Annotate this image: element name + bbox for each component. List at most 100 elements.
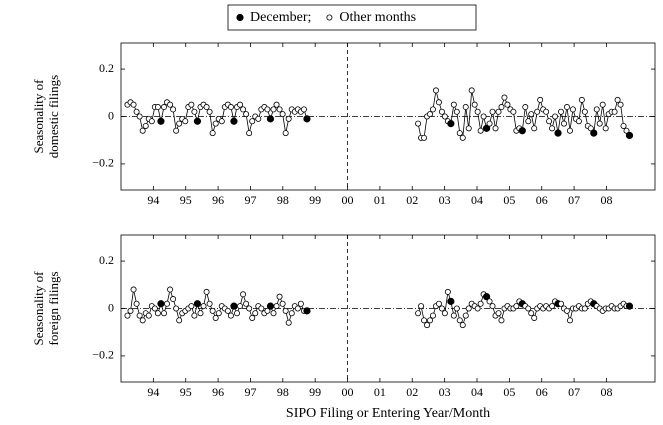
- month-point: [560, 120, 567, 127]
- month-point: [450, 101, 457, 108]
- month-point: [552, 113, 559, 120]
- month-point: [546, 118, 553, 125]
- month-point: [498, 104, 505, 111]
- month-point: [563, 104, 570, 111]
- month-point: [279, 111, 286, 118]
- month-point: [139, 127, 146, 134]
- month-point: [593, 106, 600, 113]
- month-point: [130, 286, 137, 293]
- month-point: [206, 300, 213, 307]
- december-point: [230, 302, 238, 310]
- december-point: [266, 302, 275, 310]
- month-point: [489, 303, 496, 310]
- month-point: [127, 307, 134, 314]
- month-point: [252, 310, 259, 317]
- december-point: [625, 131, 634, 140]
- month-point: [188, 101, 195, 108]
- y-axis-label: Seasonality of: [31, 271, 46, 346]
- month-point: [459, 322, 466, 329]
- month-point: [176, 120, 183, 127]
- month-point: [501, 94, 508, 101]
- month-point: [578, 96, 585, 103]
- month-point: [549, 303, 556, 310]
- month-point: [273, 101, 280, 108]
- month-point: [164, 300, 171, 307]
- month-point: [474, 108, 481, 115]
- month-point: [566, 317, 573, 324]
- month-point: [456, 130, 463, 137]
- month-point: [450, 312, 457, 319]
- month-point: [474, 305, 481, 312]
- month-point: [438, 305, 445, 312]
- month-point: [435, 300, 442, 307]
- x-tick-label: 02: [406, 193, 418, 207]
- month-point: [498, 317, 505, 324]
- x-tick-label: 00: [342, 193, 354, 207]
- month-point: [558, 300, 565, 307]
- month-point: [453, 108, 460, 115]
- month-point: [212, 120, 219, 127]
- december-point: [482, 124, 491, 132]
- x-tick-label: 07: [568, 385, 580, 399]
- month-point: [249, 118, 256, 125]
- x-tick-label: 00: [342, 385, 354, 399]
- x-tick-label: 95: [180, 385, 192, 399]
- month-point: [246, 305, 253, 312]
- month-point: [620, 122, 627, 129]
- month-point: [173, 127, 180, 134]
- december-point: [303, 307, 311, 315]
- month-point: [243, 111, 250, 118]
- month-point: [160, 104, 167, 111]
- month-point: [227, 104, 234, 111]
- month-point: [276, 106, 283, 113]
- december-point: [193, 117, 202, 125]
- month-point: [212, 314, 219, 321]
- month-point: [197, 310, 204, 317]
- x-tick-label: 99: [309, 385, 321, 399]
- month-point: [246, 130, 253, 137]
- month-point: [468, 87, 475, 94]
- month-point: [130, 101, 137, 108]
- december-point: [554, 129, 562, 137]
- december-point: [625, 302, 634, 310]
- month-point: [569, 106, 576, 113]
- month-point: [441, 113, 448, 120]
- month-point: [167, 286, 174, 293]
- y-tick-label: 0: [108, 108, 114, 122]
- month-point: [237, 303, 244, 310]
- month-point: [282, 130, 289, 137]
- month-point: [492, 125, 499, 132]
- x-tick-label: 94: [147, 193, 159, 207]
- month-point: [489, 108, 496, 115]
- month-point: [611, 108, 618, 115]
- month-point: [191, 312, 198, 319]
- month-point: [415, 120, 422, 127]
- month-point: [581, 305, 588, 312]
- month-point: [282, 307, 289, 314]
- month-point: [427, 111, 434, 118]
- month-point: [176, 317, 183, 324]
- x-tick-label: 04: [471, 385, 483, 399]
- month-point: [525, 118, 532, 125]
- x-axis-label: SIPO Filing or Entering Year/Month: [286, 406, 490, 421]
- month-point: [543, 108, 550, 115]
- y-tick-label: 0.2: [99, 253, 114, 267]
- month-point: [495, 108, 502, 115]
- month-point: [154, 310, 161, 317]
- month-point: [218, 118, 225, 125]
- month-point: [563, 307, 570, 314]
- month-point: [602, 125, 609, 132]
- month-point: [167, 101, 174, 108]
- month-point: [510, 108, 517, 115]
- y-axis-label: Seasonality of: [31, 79, 46, 154]
- x-tick-label: 98: [277, 193, 289, 207]
- month-point: [495, 310, 502, 317]
- month-point: [264, 307, 271, 314]
- month-point: [273, 303, 280, 310]
- month-point: [441, 310, 448, 317]
- december-point: [266, 115, 275, 123]
- month-point: [148, 118, 155, 125]
- month-point: [421, 134, 428, 141]
- x-tick-label: 99: [309, 193, 321, 207]
- x-tick-label: 02: [406, 385, 418, 399]
